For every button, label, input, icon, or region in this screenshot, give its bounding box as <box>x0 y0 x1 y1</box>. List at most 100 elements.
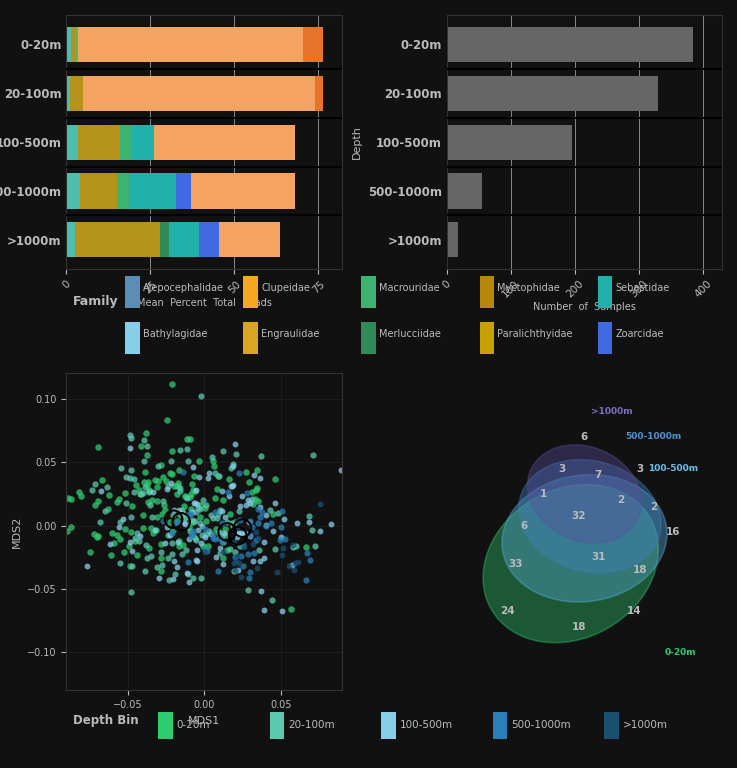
Point <box>206 528 218 540</box>
Y-axis label: MDS2: MDS2 <box>12 516 21 548</box>
Point <box>271 566 283 578</box>
Point <box>114 516 126 528</box>
Point <box>172 480 184 492</box>
Point <box>199 522 211 535</box>
Point <box>200 515 212 527</box>
Point <box>245 529 256 541</box>
Point <box>214 526 226 538</box>
Point <box>212 482 223 495</box>
Point <box>229 516 241 528</box>
Point <box>254 511 266 523</box>
Point <box>225 462 237 474</box>
Point <box>150 561 162 573</box>
Point <box>152 511 164 523</box>
Point <box>214 547 226 559</box>
Point <box>227 479 239 492</box>
Point <box>227 458 239 471</box>
Point <box>171 518 183 530</box>
Bar <box>492 713 507 739</box>
Point <box>131 548 143 561</box>
Bar <box>243 322 258 354</box>
Point <box>159 504 171 516</box>
Point <box>153 572 165 584</box>
Point <box>181 492 193 505</box>
Point <box>187 461 199 473</box>
Point <box>186 516 198 528</box>
Point <box>228 546 240 558</box>
Point <box>234 571 246 583</box>
Point <box>133 484 145 496</box>
Text: 7: 7 <box>595 470 602 480</box>
Point <box>163 480 175 492</box>
Point <box>125 535 136 548</box>
Point <box>105 548 116 561</box>
Bar <box>447 27 694 62</box>
Point <box>293 555 304 568</box>
Point <box>145 521 157 534</box>
Point <box>219 511 231 523</box>
Point <box>88 528 100 540</box>
Point <box>191 554 203 567</box>
Point <box>156 559 168 571</box>
Point <box>228 535 240 548</box>
Point <box>188 470 200 482</box>
Point <box>237 560 249 572</box>
Point <box>288 564 300 576</box>
Point <box>335 464 347 476</box>
Point <box>187 484 199 496</box>
Bar <box>105 124 120 160</box>
Point <box>237 522 248 535</box>
Point <box>178 518 190 530</box>
Point <box>255 585 267 598</box>
Point <box>276 605 288 617</box>
Point <box>167 513 179 525</box>
Point <box>152 481 164 493</box>
Point <box>171 488 183 500</box>
Text: 2: 2 <box>650 502 657 511</box>
Point <box>184 492 196 504</box>
Point <box>124 472 136 484</box>
Point <box>206 451 217 463</box>
Point <box>138 522 150 535</box>
Point <box>260 519 272 531</box>
Point <box>214 542 226 554</box>
Point <box>228 460 240 472</box>
Point <box>304 554 315 566</box>
Point <box>174 482 186 495</box>
Point <box>209 466 220 478</box>
Point <box>125 525 136 538</box>
Point <box>235 550 247 562</box>
Point <box>231 515 242 528</box>
Point <box>192 544 203 556</box>
Point <box>279 533 290 545</box>
Point <box>167 525 178 537</box>
Point <box>245 530 256 542</box>
Point <box>193 455 205 467</box>
Point <box>240 527 251 539</box>
Point <box>187 530 199 542</box>
Point <box>186 505 198 518</box>
Point <box>171 480 183 492</box>
Point <box>143 542 155 554</box>
Point <box>158 498 170 511</box>
Point <box>212 508 223 520</box>
Point <box>239 541 251 553</box>
Point <box>200 528 212 540</box>
Point <box>192 502 204 515</box>
Point <box>124 442 136 454</box>
Bar <box>604 713 618 739</box>
Point <box>224 508 236 520</box>
Point <box>221 516 233 528</box>
Point <box>227 521 239 534</box>
Point <box>166 527 178 539</box>
Point <box>249 493 261 505</box>
Point <box>181 511 193 523</box>
Point <box>242 548 254 561</box>
Bar <box>66 174 80 209</box>
Point <box>278 513 290 525</box>
Point <box>106 526 118 538</box>
Point <box>176 548 188 560</box>
Point <box>199 531 211 543</box>
Point <box>113 556 125 568</box>
Point <box>226 517 237 529</box>
